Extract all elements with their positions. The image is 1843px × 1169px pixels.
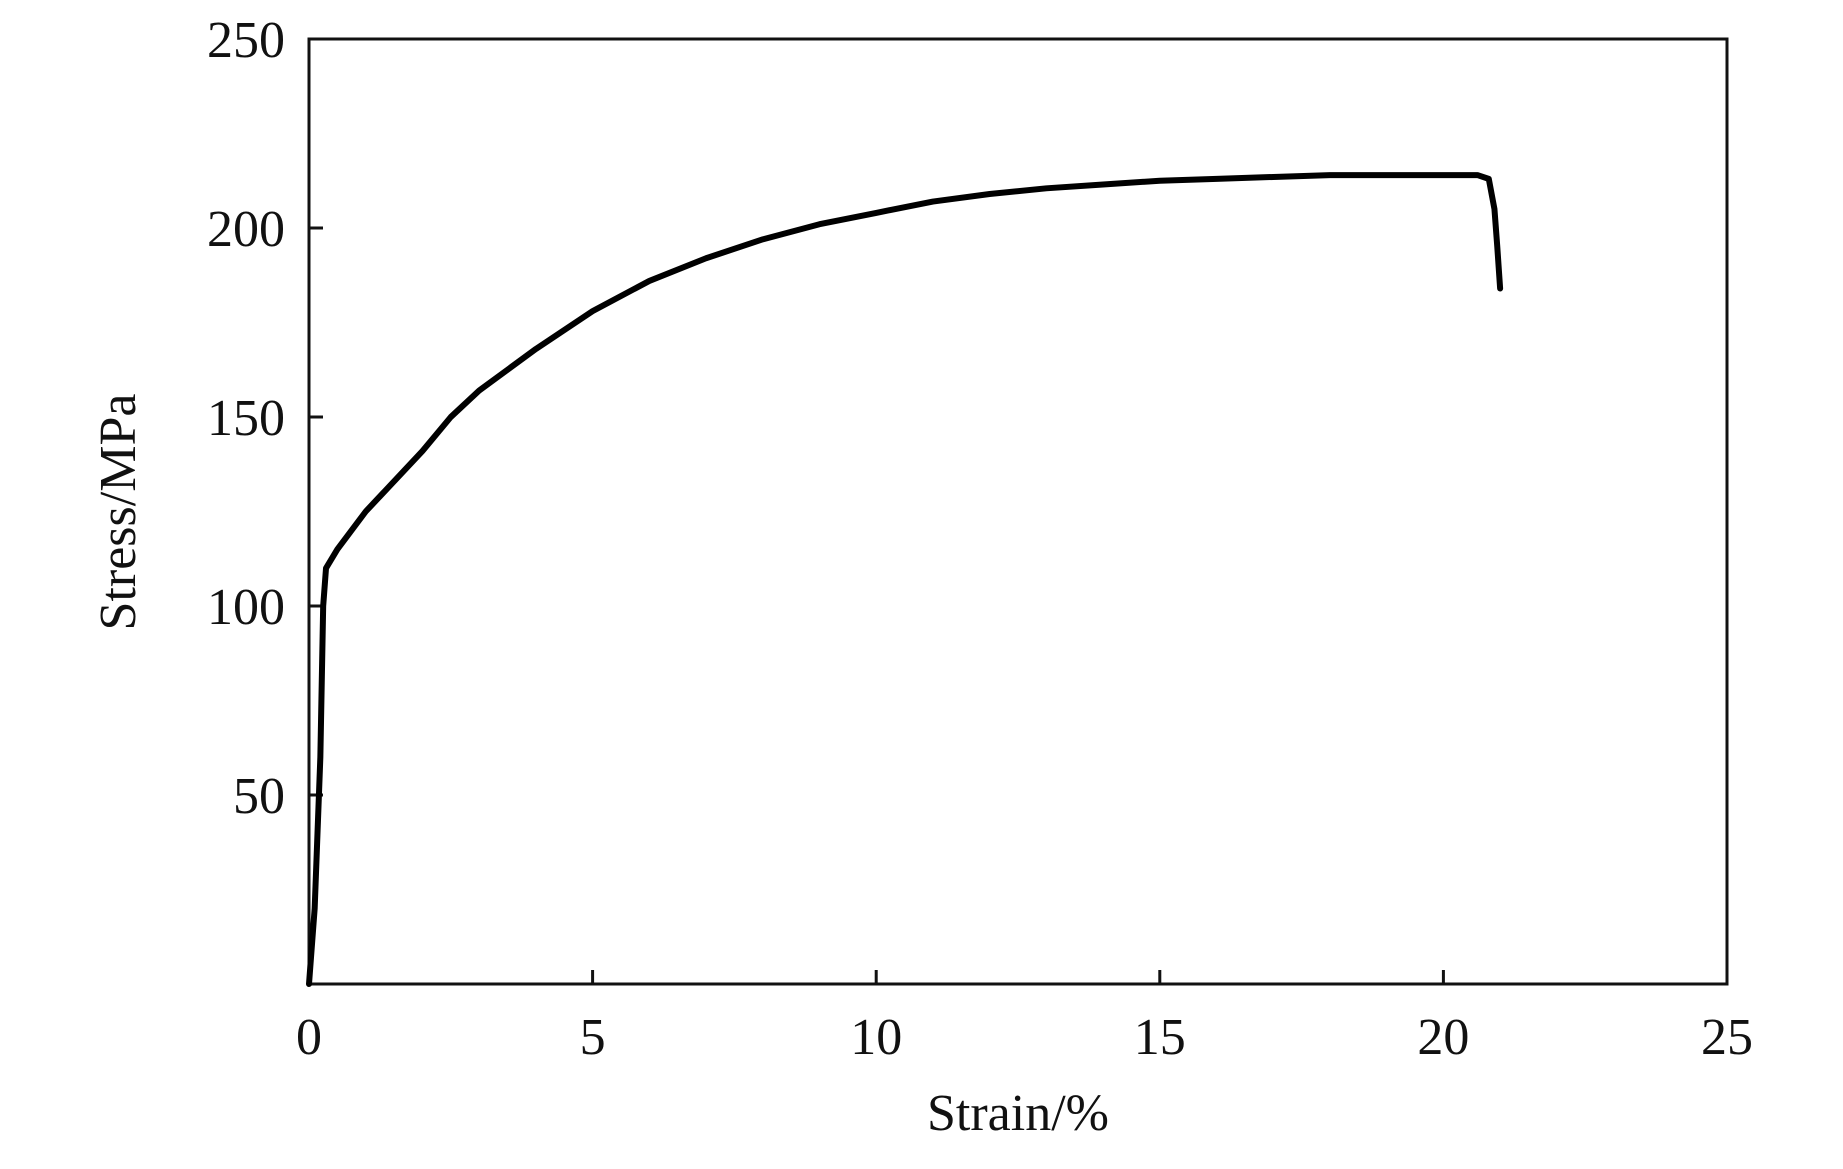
y-tick-label: 100: [207, 579, 285, 636]
x-tick-label: 20: [1417, 1009, 1469, 1066]
x-tick-label: 0: [296, 1009, 322, 1066]
x-tick-label: 25: [1701, 1009, 1753, 1066]
y-tick-label: 200: [207, 201, 285, 258]
y-tick-label: 150: [207, 390, 285, 447]
y-tick-label: 250: [207, 12, 285, 69]
y-tick-label: 50: [233, 768, 285, 825]
x-axis-label: Strain/%: [927, 1085, 1109, 1142]
x-tick-label: 5: [580, 1009, 606, 1066]
y-axis-label: Stress/MPa: [90, 394, 147, 631]
plot-frame: [307, 37, 1729, 986]
stress-strain-curve: [306, 172, 1504, 987]
x-tick-label: 15: [1134, 1009, 1186, 1066]
x-tick-label: 10: [850, 1009, 902, 1066]
